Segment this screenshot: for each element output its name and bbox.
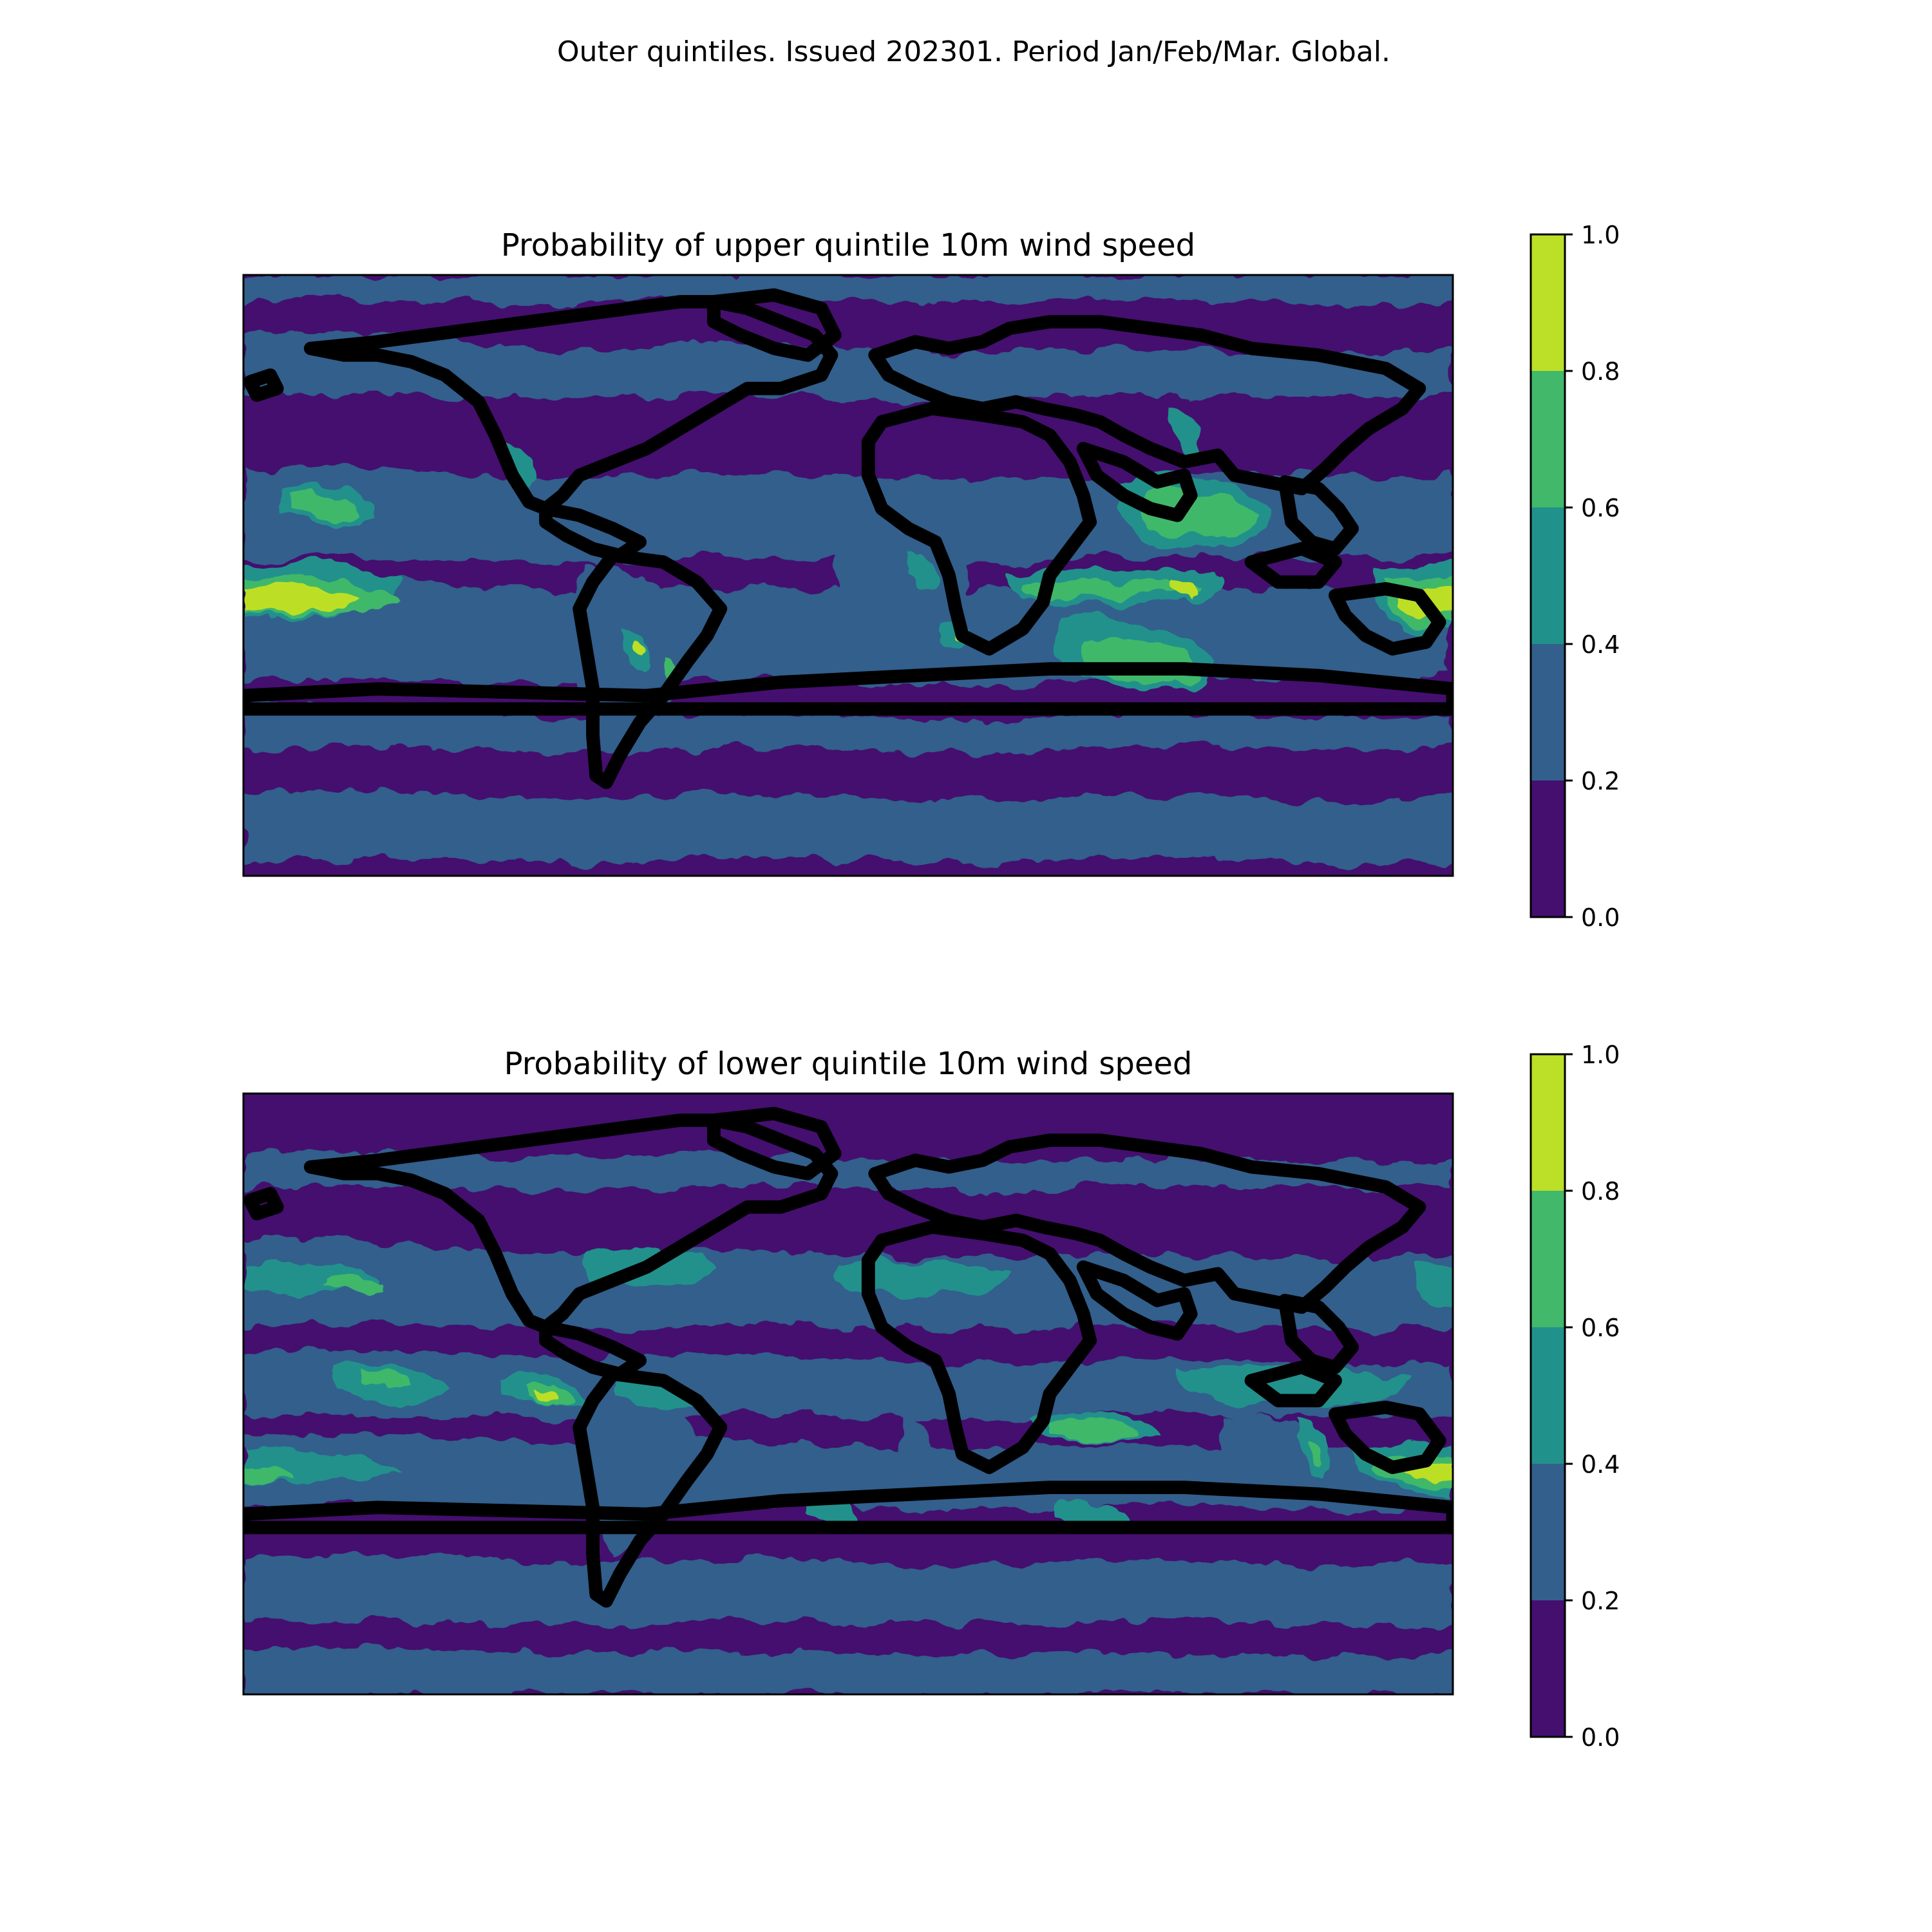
upper-colorbar-segment-2 — [1531, 507, 1565, 644]
lower-panel-title: Probability of lower quintile 10m wind s… — [504, 1046, 1193, 1082]
upper-colorbar: 0.0 0.2 0.4 0.6 0.8 1.0 — [1530, 221, 1620, 932]
lower-colorbar-segment-3 — [1531, 1191, 1565, 1327]
lower-map-panel: Probability of lower quintile 10m wind s… — [242, 1041, 1620, 1752]
lower-tick-label-0.8: 0.8 — [1581, 1177, 1620, 1206]
lower-tick-label-0.4: 0.4 — [1581, 1450, 1620, 1479]
lower-probability-field — [243, 1150, 1453, 1694]
lower-colorbar-frame — [1530, 1053, 1566, 1738]
upper-tick-label-0.4: 0.4 — [1581, 630, 1620, 659]
lower-colorbar-segment-2 — [1531, 1327, 1565, 1464]
lower-coastlines — [243, 1106, 1453, 1608]
upper-tick-label-0.0: 0.0 — [1581, 904, 1620, 932]
upper-colorbar-ticks — [1565, 233, 1573, 918]
upper-colorbar-segment-4 — [1531, 234, 1565, 371]
lower-colorbar: 0.0 0.2 0.4 0.6 0.8 1.0 — [1530, 1041, 1620, 1752]
upper-tick-label-1.0: 1.0 — [1581, 221, 1620, 249]
lower-colorbar-segment-0 — [1531, 1600, 1565, 1737]
lower-colorbar-ticks — [1565, 1053, 1573, 1738]
lower-band-0.2-0.4 — [243, 1150, 1453, 1694]
upper-tick-label-0.2: 0.2 — [1581, 767, 1620, 795]
lower-band-0.4-0.6 — [243, 1247, 1453, 1526]
figure-title: Outer quintiles. Issued 202301. Period J… — [557, 35, 1390, 68]
upper-colorbar-frame — [1530, 233, 1566, 918]
upper-panel-title: Probability of upper quintile 10m wind s… — [501, 227, 1195, 263]
lower-colorbar-segment-4 — [1531, 1054, 1565, 1191]
upper-tick-label-0.8: 0.8 — [1581, 357, 1620, 386]
upper-colorbar-segment-0 — [1531, 781, 1565, 917]
upper-band-0.2-0.4 — [243, 275, 1453, 865]
lower-tick-label-1.0: 1.0 — [1581, 1041, 1620, 1069]
upper-tick-label-0.6: 0.6 — [1581, 494, 1620, 522]
lower-colorbar-segment-1 — [1531, 1464, 1565, 1600]
lower-tick-label-0.2: 0.2 — [1581, 1587, 1620, 1615]
upper-map-frame — [242, 274, 1454, 877]
lower-tick-label-0.0: 0.0 — [1581, 1723, 1620, 1752]
lower-tick-label-0.6: 0.6 — [1581, 1314, 1620, 1342]
lower-map-frame — [242, 1092, 1454, 1696]
upper-colorbar-segment-3 — [1531, 371, 1565, 507]
upper-map-panel: Probability of upper quintile 10m wind s… — [242, 221, 1620, 932]
upper-colorbar-segment-1 — [1531, 644, 1565, 781]
upper-coastlines — [243, 288, 1453, 790]
